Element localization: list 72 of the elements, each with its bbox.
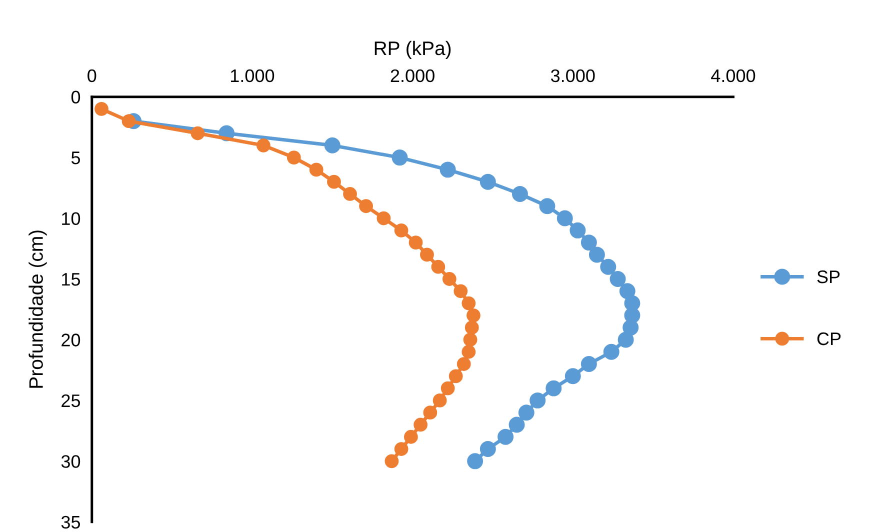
point <box>603 344 620 360</box>
y-tick-label: 35 <box>61 516 80 529</box>
point <box>442 272 456 286</box>
point <box>394 442 408 456</box>
point <box>466 308 480 322</box>
point <box>394 223 408 238</box>
point <box>404 430 418 444</box>
legend-label: CP <box>817 332 841 346</box>
point <box>414 418 428 432</box>
point <box>420 248 434 262</box>
point <box>619 283 636 300</box>
point <box>462 344 476 359</box>
point <box>256 138 270 152</box>
point <box>408 236 423 250</box>
point <box>432 394 447 408</box>
point <box>570 222 586 238</box>
point <box>622 320 639 336</box>
y-tick-label: 15 <box>62 273 80 286</box>
x-tick-label: 0 <box>88 69 96 82</box>
x-tick-label: 2.000 <box>390 69 434 82</box>
point <box>324 137 340 154</box>
x-axis-title: RP (kPa) <box>374 40 451 60</box>
point <box>498 428 514 445</box>
point <box>546 380 562 396</box>
y-tick-label: 25 <box>62 394 80 408</box>
point <box>359 199 373 214</box>
point <box>508 416 525 433</box>
point <box>286 150 301 164</box>
point <box>94 102 108 116</box>
point <box>440 162 456 178</box>
point <box>512 186 528 202</box>
point <box>462 296 476 310</box>
point <box>384 454 399 468</box>
point <box>467 453 484 470</box>
point <box>539 198 556 214</box>
point <box>122 114 136 128</box>
point <box>564 368 581 384</box>
y-tick-label: 10 <box>62 212 80 225</box>
point <box>518 404 534 421</box>
point <box>392 150 408 166</box>
y-tick-label: 30 <box>61 455 80 468</box>
point <box>530 392 546 408</box>
point <box>610 271 626 287</box>
y-tick-label: 0 <box>71 90 80 104</box>
point <box>463 332 478 347</box>
y-tick-label: 20 <box>62 334 80 346</box>
point <box>431 260 446 274</box>
point <box>448 369 463 384</box>
x-tick-label: 1.000 <box>231 69 274 82</box>
point <box>600 258 616 275</box>
point <box>327 174 341 189</box>
point <box>480 441 496 458</box>
point <box>556 210 573 226</box>
point <box>343 187 357 201</box>
y-axis-title: Profundidade (cm) <box>28 230 47 388</box>
point <box>456 357 471 371</box>
legend-label: SP <box>817 270 840 284</box>
point <box>376 211 391 226</box>
point <box>190 126 205 140</box>
point <box>440 381 455 396</box>
x-tick-label: 4.000 <box>711 69 756 82</box>
point <box>464 320 479 335</box>
x-tick-label: 3.000 <box>550 69 595 82</box>
point <box>580 356 597 372</box>
point <box>580 234 597 251</box>
point <box>480 174 496 190</box>
point <box>618 332 634 348</box>
point <box>423 406 438 420</box>
point <box>588 246 605 263</box>
point <box>454 284 468 298</box>
y-tick-label: 5 <box>71 152 80 164</box>
point <box>309 162 324 177</box>
